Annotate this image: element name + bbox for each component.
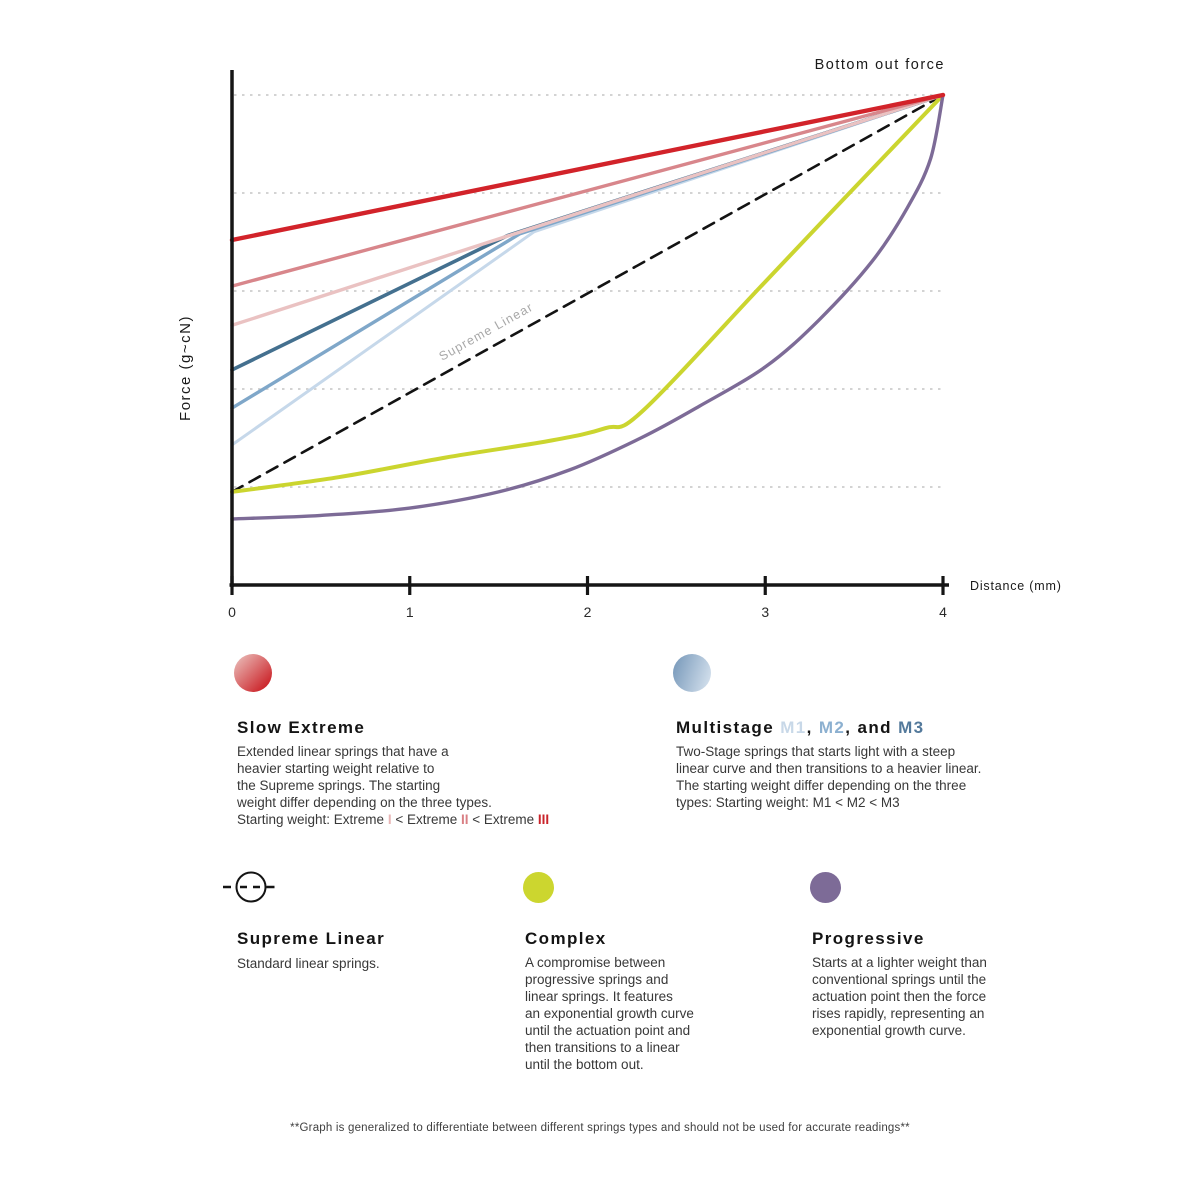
x-tick-label: 0 bbox=[228, 604, 236, 620]
progressive-swatch-icon bbox=[810, 872, 841, 903]
chart-canvas: 0 1 2 3 4 Bottom out force Distance (mm) Force … bbox=[177, 57, 1062, 620]
dashed-circle-icon bbox=[223, 871, 279, 903]
legend-slow-extreme: Slow Extreme Extended linear springs tha… bbox=[234, 654, 549, 827]
x-axis-label: Distance (mm) bbox=[970, 579, 1062, 593]
legend-complex: Complex A compromise between progressive… bbox=[523, 872, 694, 1072]
legend-supreme-linear: Supreme Linear Standard linear springs. bbox=[222, 868, 384, 971]
series-supreme-linear bbox=[230, 93, 945, 494]
bottom-out-force-label: Bottom out force bbox=[815, 57, 945, 73]
series-complex bbox=[230, 93, 945, 494]
complex-swatch-icon bbox=[523, 872, 554, 903]
supreme-linear-description: Standard linear springs. bbox=[237, 956, 380, 971]
multistage-swatch-icon bbox=[673, 654, 711, 692]
progressive-title: Progressive bbox=[812, 929, 925, 948]
x-tick-label: 3 bbox=[761, 604, 769, 620]
slow-extreme-description: Extended linear springs that have a heav… bbox=[237, 744, 492, 810]
force-distance-chart: 0 1 2 3 4 Bottom out force Distance (mm) Force … bbox=[177, 57, 1062, 620]
slow-extreme-weight-order: Starting weight: Extreme I < Extreme II … bbox=[237, 812, 550, 827]
x-tick-label: 2 bbox=[584, 604, 592, 620]
slow-extreme-swatch-icon bbox=[234, 654, 272, 692]
multistage-title: Multistage M1, M2, and M3 bbox=[676, 718, 925, 737]
x-tick-label: 4 bbox=[939, 604, 947, 620]
series-slow-extreme-iii bbox=[229, 92, 946, 243]
series-multistage-m3 bbox=[230, 93, 945, 372]
disclaimer-footnote: **Graph is generalized to differentiate … bbox=[290, 1122, 910, 1134]
complex-title: Complex bbox=[525, 929, 607, 948]
supreme-linear-title: Supreme Linear bbox=[237, 929, 386, 948]
x-tick-label: 1 bbox=[406, 604, 414, 620]
slow-extreme-title: Slow Extreme bbox=[237, 718, 366, 737]
series-slow-extreme-i bbox=[230, 93, 945, 327]
multistage-description: Two-Stage springs that starts light with… bbox=[676, 744, 982, 810]
progressive-description: Starts at a lighter weight than conventi… bbox=[812, 955, 987, 1038]
series-slow-extreme-ii bbox=[230, 93, 945, 288]
legend-multistage: Multistage M1, M2, and M3 Two-Stage spri… bbox=[673, 654, 981, 810]
legend-progressive: Progressive Starts at a lighter weight t… bbox=[810, 872, 987, 1038]
series-progressive bbox=[230, 93, 945, 521]
series-multistage-m2 bbox=[230, 93, 945, 410]
complex-description: A compromise between progressive springs… bbox=[525, 955, 694, 1072]
y-axis-label: Force (g~cN) bbox=[177, 315, 194, 421]
series-multistage-m1 bbox=[230, 93, 945, 447]
